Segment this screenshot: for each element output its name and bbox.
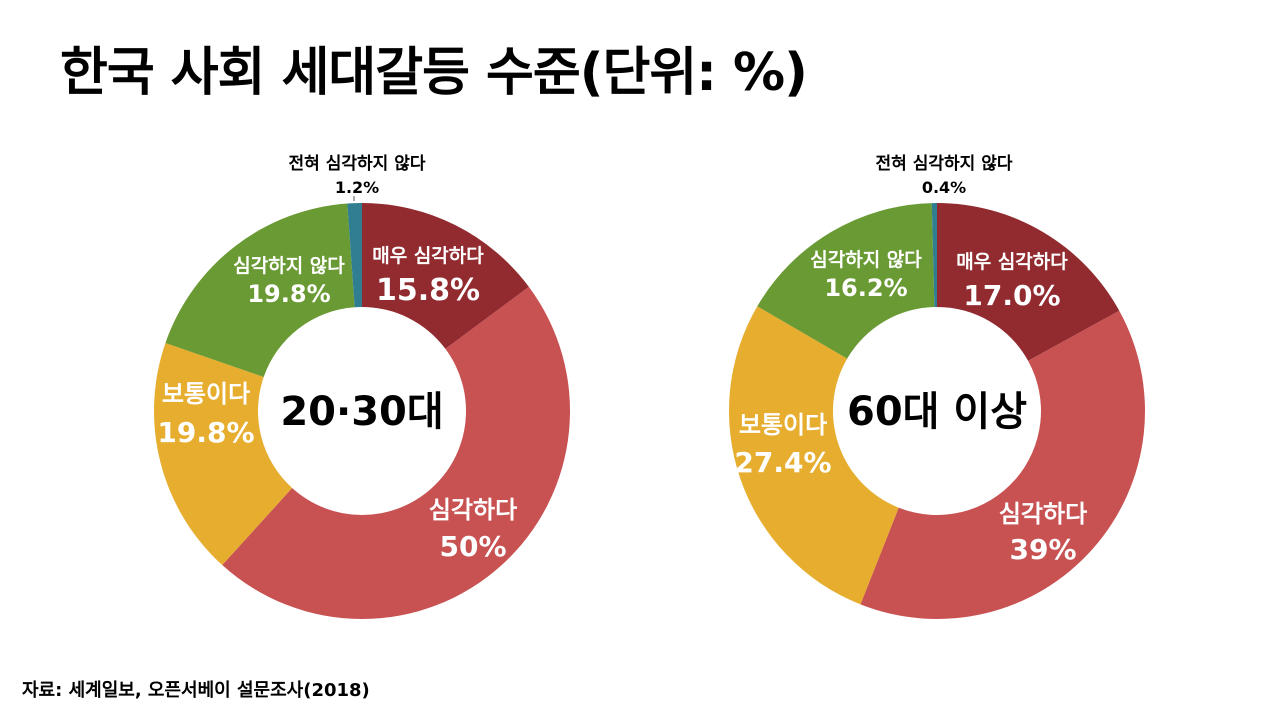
category-label: 전혀 심각하지 않다: [289, 154, 426, 174]
value-label: 1.2%: [335, 178, 379, 197]
slice-전혀-심각하지-않다: [931, 203, 937, 308]
slice-심각하다: [860, 310, 1145, 619]
category-label: 보통이다: [162, 380, 250, 408]
source-note: 자료: 세계일보, 오픈서베이 설문조사(2018): [22, 680, 370, 701]
slice-매우-심각하다: [362, 203, 529, 349]
value-label: 16.2%: [824, 274, 907, 302]
donut-chart-2: 60대 이상 매우 심각하다 17.0% 심각하다 39% 보통이다 27.4% 심각하지 않…: [729, 154, 1145, 619]
value-label: 39%: [1009, 533, 1076, 566]
value-label: 50%: [439, 530, 506, 563]
slice-전혀-심각하지-않다: [347, 203, 362, 308]
category-label: 심각하다: [999, 500, 1087, 528]
donut-chart-1: 20·30대 매우 심각하다 15.8% 심각하다 50% 보통이다 19.8% 심각하지 않…: [154, 154, 570, 619]
value-label: 27.4%: [734, 446, 831, 479]
slice-보통이다: [729, 306, 899, 605]
slice-매우-심각하다: [937, 203, 1120, 361]
slice-보통이다: [154, 343, 293, 566]
slice-심각하지-않다: [165, 203, 355, 378]
value-label: 19.8%: [247, 280, 330, 308]
value-label: 19.8%: [157, 416, 254, 449]
page-title: 한국 사회 세대갈등 수준(단위: %): [60, 43, 808, 103]
slice-심각하다: [222, 286, 570, 619]
category-label: 매우 심각하다: [956, 251, 1068, 273]
category-label: 매우 심각하다: [372, 245, 484, 267]
center-label: 60대 이상: [847, 389, 1027, 435]
category-label: 보통이다: [739, 411, 827, 439]
category-label: 전혀 심각하지 않다: [876, 154, 1013, 174]
category-label: 심각하다: [429, 496, 517, 524]
value-label: 0.4%: [922, 178, 966, 197]
value-label: 15.8%: [376, 273, 480, 308]
category-label: 심각하지 않다: [810, 249, 922, 271]
slice-심각하지-않다: [757, 203, 935, 359]
center-label: 20·30대: [280, 389, 443, 435]
category-label: 심각하지 않다: [233, 255, 345, 277]
value-label: 17.0%: [963, 279, 1060, 312]
